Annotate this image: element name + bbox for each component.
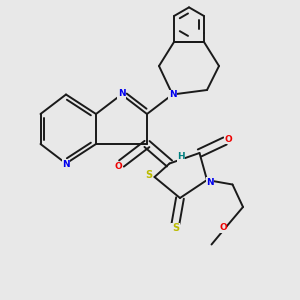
- Text: N: N: [206, 178, 214, 187]
- Text: H: H: [177, 152, 185, 161]
- Text: O: O: [114, 162, 122, 171]
- Text: S: S: [172, 223, 179, 233]
- Text: O: O: [219, 224, 227, 232]
- Text: N: N: [169, 90, 176, 99]
- Text: N: N: [62, 160, 70, 169]
- Text: N: N: [118, 89, 125, 98]
- Text: O: O: [224, 135, 232, 144]
- Text: S: S: [146, 170, 153, 181]
